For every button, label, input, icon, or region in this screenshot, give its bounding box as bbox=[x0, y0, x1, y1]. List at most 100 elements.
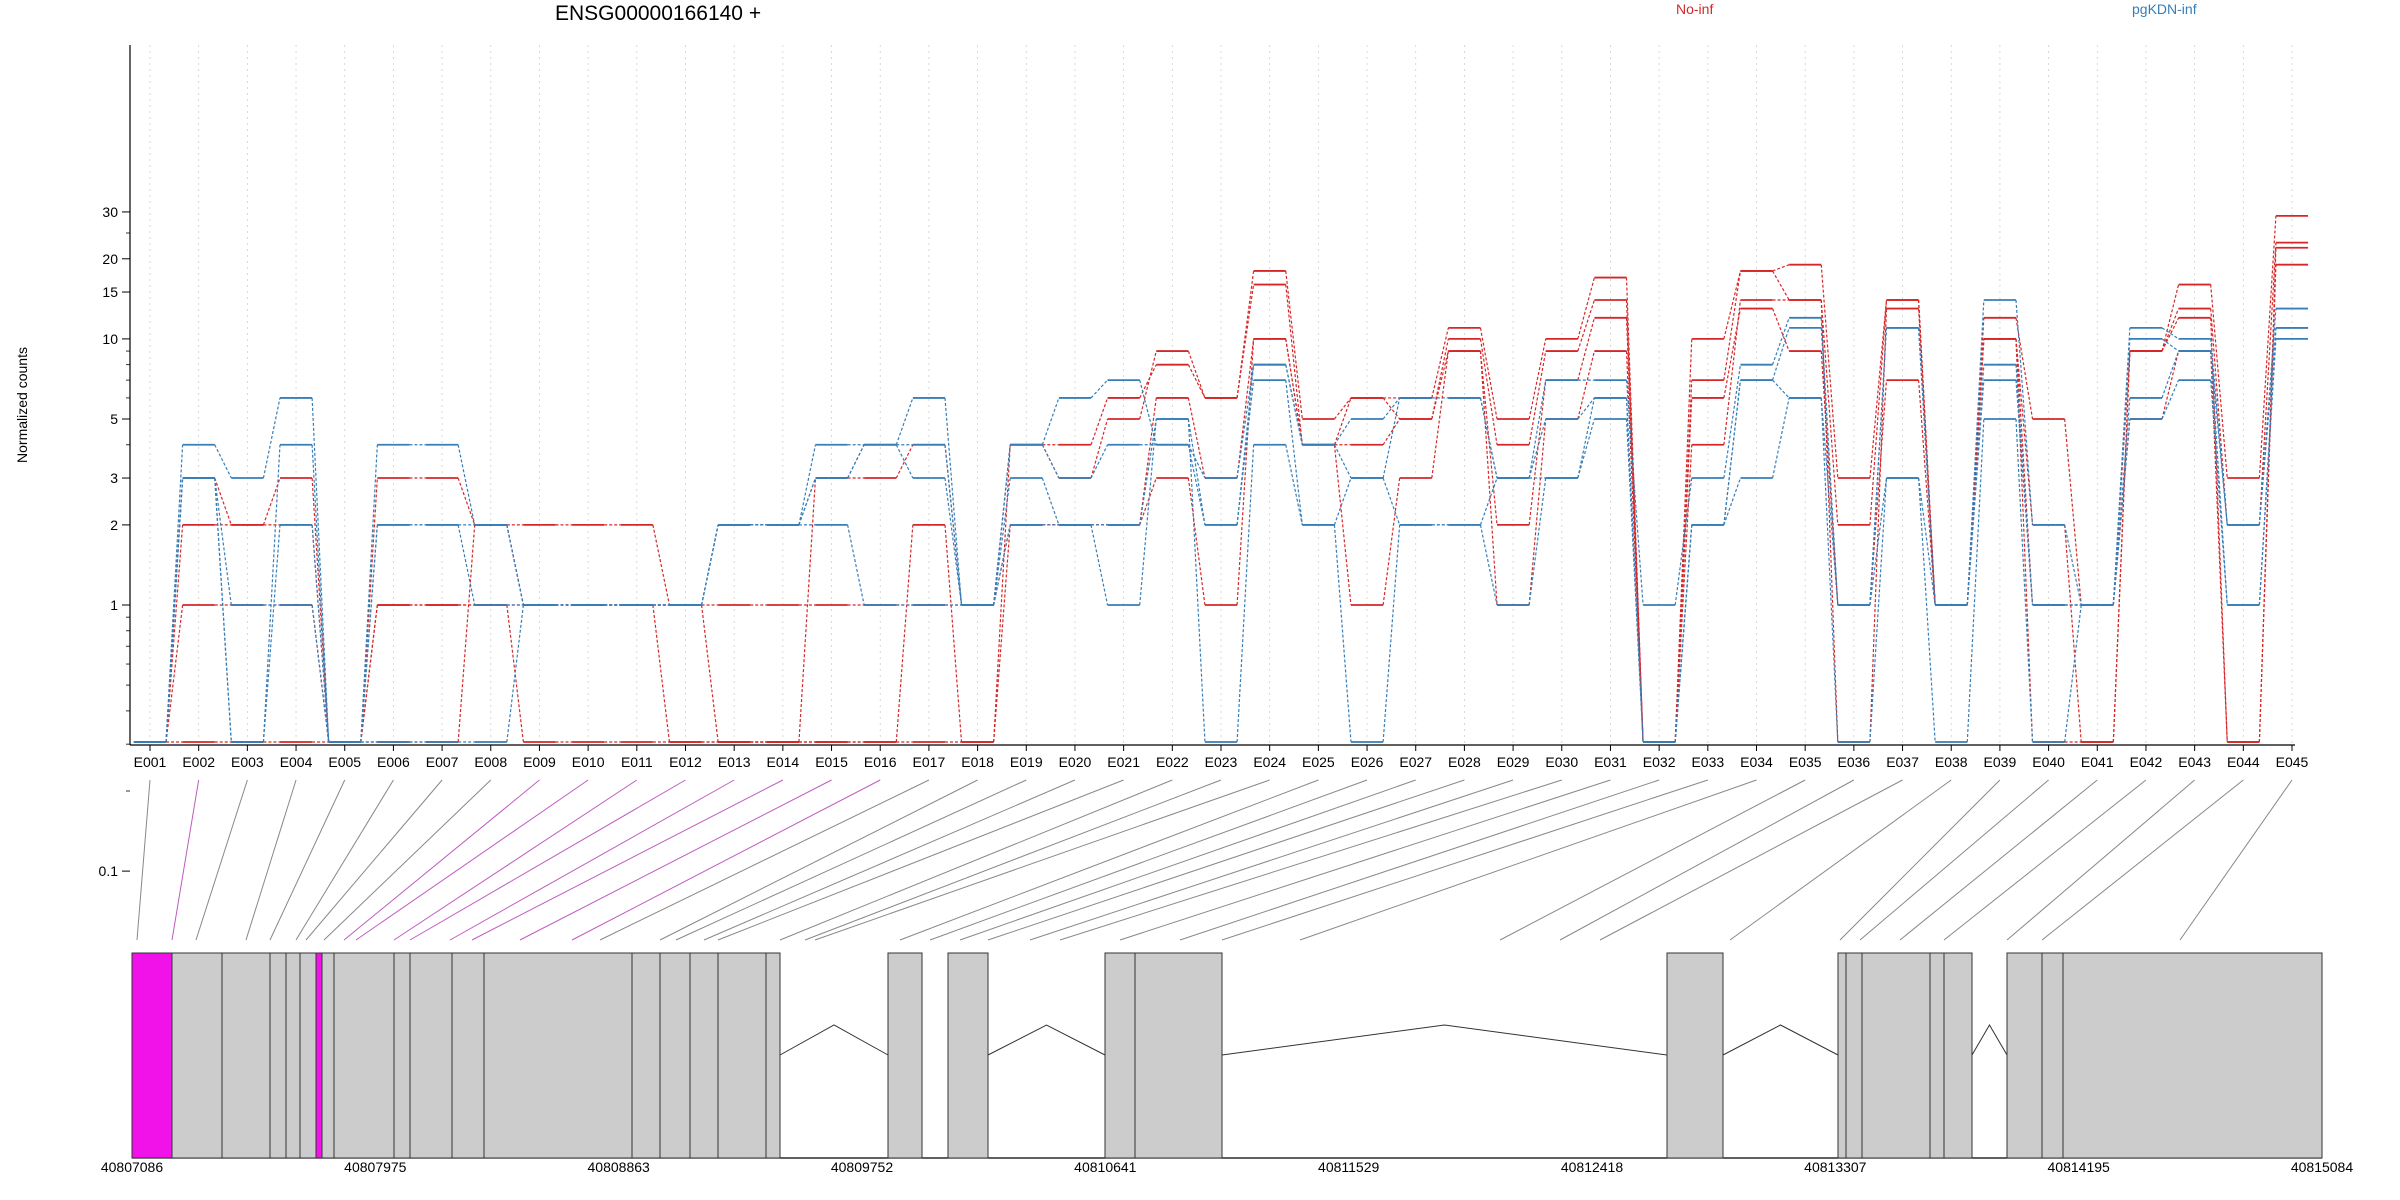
series-connector bbox=[1187, 444, 1206, 479]
series-connector bbox=[1285, 444, 1303, 526]
x-tick-label: E003 bbox=[231, 754, 264, 770]
series-connector bbox=[2015, 338, 2034, 525]
x-tick-label: E013 bbox=[718, 754, 751, 770]
series-connector bbox=[1674, 444, 1693, 743]
series-connector bbox=[1772, 270, 1790, 301]
series-connector bbox=[1382, 397, 1401, 420]
exon-connector bbox=[323, 779, 492, 941]
series-connector bbox=[1820, 327, 1839, 606]
series-connector bbox=[1577, 397, 1595, 420]
series-connector bbox=[1869, 477, 1888, 606]
exon-connector bbox=[1299, 779, 1757, 941]
exon-box bbox=[221, 952, 271, 1159]
series-connector bbox=[1139, 397, 1157, 525]
exon-connector bbox=[355, 779, 589, 941]
genomic-coordinate-label: 40808863 bbox=[588, 1159, 651, 1175]
exon-connector bbox=[2179, 779, 2293, 941]
series-connector bbox=[2161, 284, 2180, 352]
x-tick-label: E009 bbox=[523, 754, 556, 770]
y-tick-label: 10 bbox=[102, 331, 118, 347]
x-tick-label: E040 bbox=[2032, 754, 2065, 770]
x-tick-label: E037 bbox=[1886, 754, 1919, 770]
x-tick-label: E045 bbox=[2276, 754, 2309, 770]
x-tick-label: E002 bbox=[182, 754, 215, 770]
series-connector bbox=[2015, 380, 2034, 606]
series-connector bbox=[1382, 397, 1401, 479]
series-connector bbox=[993, 524, 1011, 606]
series-connector bbox=[2210, 284, 2228, 479]
series-connector bbox=[1869, 327, 1888, 606]
series-connector bbox=[1139, 418, 1157, 606]
series-connector bbox=[895, 397, 914, 445]
exon-connector bbox=[1599, 779, 1903, 941]
x-tick-label: E023 bbox=[1205, 754, 1238, 770]
exon-box bbox=[717, 952, 767, 1159]
exon-connector bbox=[409, 779, 686, 941]
exon-connector bbox=[245, 779, 297, 941]
exon-connector bbox=[1559, 779, 1855, 941]
exon-box bbox=[131, 952, 173, 1159]
x-tick-label: E020 bbox=[1059, 754, 1092, 770]
series-connector bbox=[506, 604, 524, 743]
series-connector bbox=[1333, 477, 1352, 526]
chart-title: ENSG00000166140 + bbox=[555, 2, 762, 25]
x-tick-label: E018 bbox=[961, 754, 994, 770]
series-connector bbox=[2112, 418, 2131, 606]
series-connector bbox=[1528, 477, 1547, 606]
exon-connector bbox=[703, 779, 1076, 941]
series-connector bbox=[1431, 350, 1449, 420]
series-connector bbox=[2258, 338, 2277, 606]
series-connector bbox=[1285, 338, 1303, 445]
series-connector bbox=[700, 604, 719, 743]
x-tick-label: E015 bbox=[815, 754, 848, 770]
series-connector bbox=[506, 524, 524, 606]
series-connector bbox=[2161, 379, 2180, 420]
x-tick-label: E008 bbox=[474, 754, 507, 770]
series-connector bbox=[360, 604, 378, 743]
series-connector bbox=[1333, 444, 1352, 606]
x-tick-label: E034 bbox=[1740, 754, 1773, 770]
series-connector bbox=[1674, 524, 1693, 743]
series-connector bbox=[1431, 327, 1449, 399]
series-connector bbox=[1382, 524, 1401, 743]
series-connector bbox=[1918, 477, 1936, 743]
series-connector bbox=[652, 524, 671, 606]
exon-connector bbox=[571, 779, 881, 941]
series-connector bbox=[2161, 327, 2179, 340]
exon-box bbox=[1845, 952, 1863, 1159]
x-tick-label: E001 bbox=[134, 754, 167, 770]
exon-box bbox=[1929, 952, 1945, 1159]
series-connector bbox=[1966, 338, 1985, 606]
series-connector bbox=[1625, 299, 1644, 743]
series-connector bbox=[1236, 284, 1255, 399]
series-connector bbox=[2258, 264, 2277, 743]
series-connector bbox=[1236, 380, 1255, 525]
exon-connector bbox=[449, 779, 735, 941]
series-connector bbox=[1966, 380, 1985, 606]
exon-box bbox=[2006, 952, 2043, 1159]
series-connector bbox=[944, 397, 963, 606]
exon-connector bbox=[195, 779, 248, 941]
exon-box bbox=[483, 952, 633, 1159]
series-connector bbox=[1771, 327, 1790, 381]
x-tick-label: E005 bbox=[328, 754, 361, 770]
series-connector bbox=[944, 477, 963, 606]
series-connector bbox=[1187, 364, 1206, 399]
series-connector bbox=[895, 444, 914, 479]
series-connector bbox=[311, 604, 330, 743]
intron-line bbox=[1722, 1024, 1839, 1056]
series-connector bbox=[1139, 364, 1157, 399]
x-tick-label: E004 bbox=[280, 754, 313, 770]
series-connector bbox=[1918, 477, 1936, 606]
series-connector bbox=[847, 444, 865, 479]
series-connector bbox=[1869, 299, 1888, 479]
series-connector bbox=[798, 444, 817, 526]
series-connector bbox=[847, 524, 865, 606]
exon-connector bbox=[171, 779, 200, 941]
series-connector bbox=[700, 524, 719, 606]
series-connector bbox=[1528, 418, 1547, 479]
intron-line bbox=[1221, 1024, 1668, 1056]
x-tick-label: E026 bbox=[1351, 754, 1384, 770]
exon-connector bbox=[393, 779, 638, 941]
series-connector bbox=[1236, 364, 1255, 479]
